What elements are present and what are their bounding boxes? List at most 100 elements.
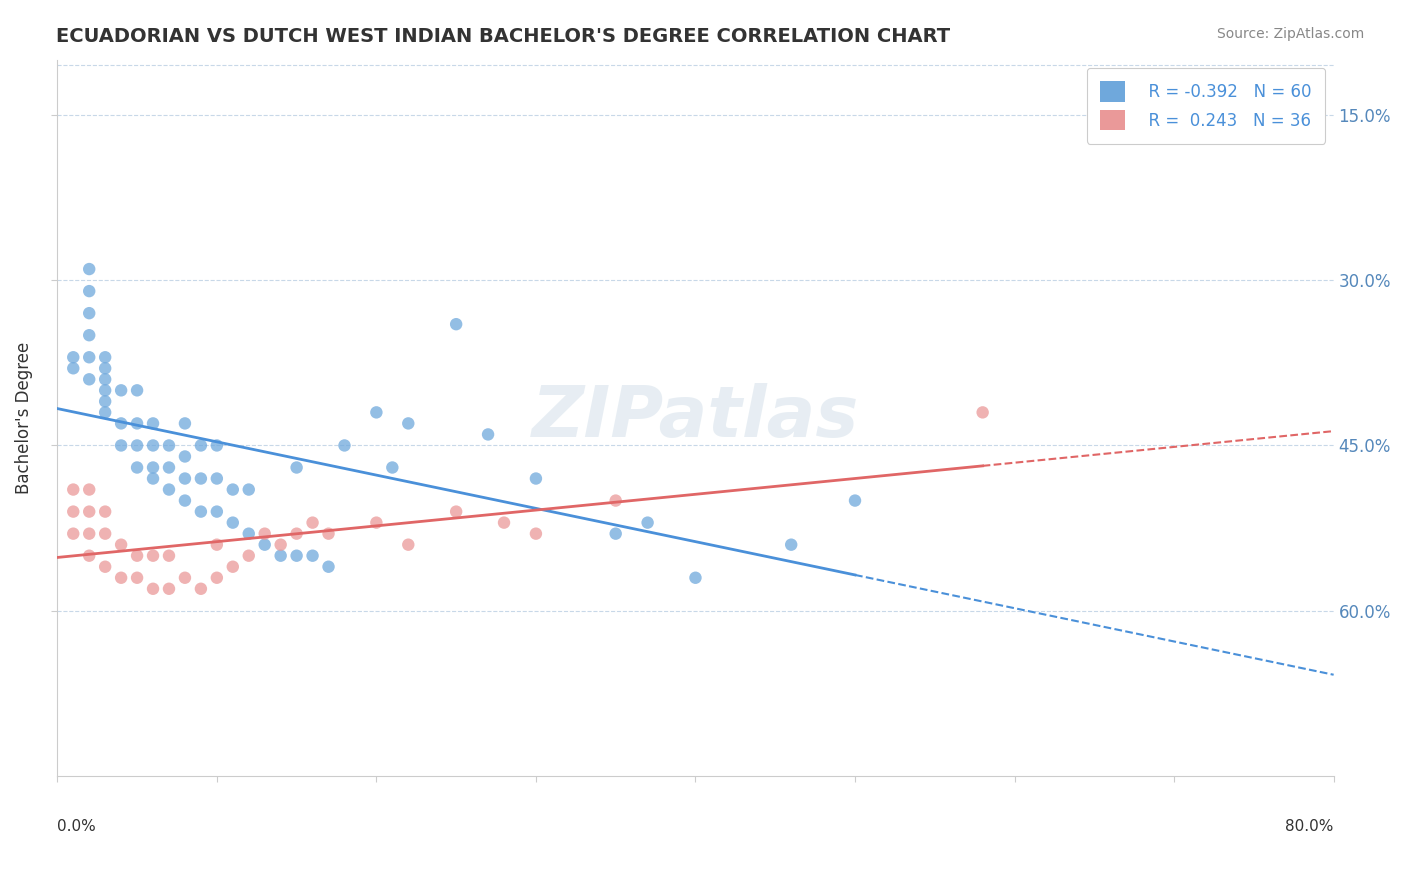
Text: 0.0%: 0.0%	[58, 819, 96, 834]
Point	[444, 505, 467, 519]
Point	[94, 405, 117, 419]
Point	[94, 351, 117, 365]
Point	[174, 571, 197, 585]
Point	[157, 438, 180, 452]
Point	[142, 417, 165, 431]
Point	[94, 394, 117, 409]
Point	[110, 571, 132, 585]
Point	[157, 483, 180, 497]
Point	[174, 471, 197, 485]
Point	[253, 526, 276, 541]
Point	[77, 483, 100, 497]
Point	[77, 306, 100, 320]
Point	[524, 471, 547, 485]
Point	[190, 471, 212, 485]
Point	[157, 582, 180, 596]
Y-axis label: Bachelor's Degree: Bachelor's Degree	[15, 342, 32, 494]
Point	[205, 538, 228, 552]
Point	[174, 450, 197, 464]
Point	[110, 538, 132, 552]
Point	[205, 471, 228, 485]
Point	[142, 549, 165, 563]
Point	[605, 526, 627, 541]
Point	[110, 417, 132, 431]
Legend:   R = -0.392   N = 60,   R =  0.243   N = 36: R = -0.392 N = 60, R = 0.243 N = 36	[1087, 68, 1326, 144]
Point	[205, 505, 228, 519]
Point	[190, 438, 212, 452]
Point	[301, 516, 323, 530]
Point	[77, 328, 100, 343]
Point	[94, 361, 117, 376]
Point	[125, 549, 148, 563]
Point	[174, 417, 197, 431]
Point	[62, 351, 84, 365]
Point	[157, 460, 180, 475]
Point	[125, 460, 148, 475]
Point	[333, 438, 356, 452]
Point	[190, 505, 212, 519]
Point	[94, 372, 117, 386]
Point	[62, 483, 84, 497]
Point	[77, 351, 100, 365]
Point	[605, 493, 627, 508]
Point	[270, 549, 292, 563]
Point	[190, 582, 212, 596]
Point	[396, 538, 419, 552]
Text: ZIPatlas: ZIPatlas	[531, 384, 859, 452]
Point	[972, 405, 994, 419]
Point	[125, 571, 148, 585]
Point	[477, 427, 499, 442]
Point	[77, 526, 100, 541]
Point	[301, 549, 323, 563]
Point	[77, 284, 100, 298]
Point	[157, 549, 180, 563]
Point	[318, 526, 340, 541]
Point	[222, 483, 245, 497]
Point	[366, 516, 388, 530]
Point	[285, 460, 308, 475]
Point	[253, 538, 276, 552]
Point	[492, 516, 515, 530]
Point	[205, 571, 228, 585]
Point	[285, 526, 308, 541]
Text: 80.0%: 80.0%	[1285, 819, 1334, 834]
Point	[94, 526, 117, 541]
Point	[142, 438, 165, 452]
Point	[396, 417, 419, 431]
Point	[205, 438, 228, 452]
Point	[318, 559, 340, 574]
Point	[366, 405, 388, 419]
Point	[174, 493, 197, 508]
Point	[77, 262, 100, 277]
Point	[685, 571, 707, 585]
Point	[238, 526, 260, 541]
Point	[444, 317, 467, 331]
Point	[110, 438, 132, 452]
Point	[77, 549, 100, 563]
Point	[524, 526, 547, 541]
Point	[238, 549, 260, 563]
Point	[142, 471, 165, 485]
Text: ECUADORIAN VS DUTCH WEST INDIAN BACHELOR'S DEGREE CORRELATION CHART: ECUADORIAN VS DUTCH WEST INDIAN BACHELOR…	[56, 27, 950, 45]
Point	[270, 538, 292, 552]
Point	[844, 493, 866, 508]
Point	[142, 460, 165, 475]
Point	[222, 516, 245, 530]
Point	[110, 384, 132, 398]
Point	[77, 372, 100, 386]
Point	[142, 582, 165, 596]
Point	[238, 483, 260, 497]
Point	[62, 361, 84, 376]
Point	[62, 505, 84, 519]
Point	[637, 516, 659, 530]
Point	[94, 559, 117, 574]
Point	[94, 384, 117, 398]
Text: Source: ZipAtlas.com: Source: ZipAtlas.com	[1216, 27, 1364, 41]
Point	[125, 417, 148, 431]
Point	[780, 538, 803, 552]
Point	[125, 438, 148, 452]
Point	[285, 549, 308, 563]
Point	[62, 526, 84, 541]
Point	[77, 505, 100, 519]
Point	[125, 384, 148, 398]
